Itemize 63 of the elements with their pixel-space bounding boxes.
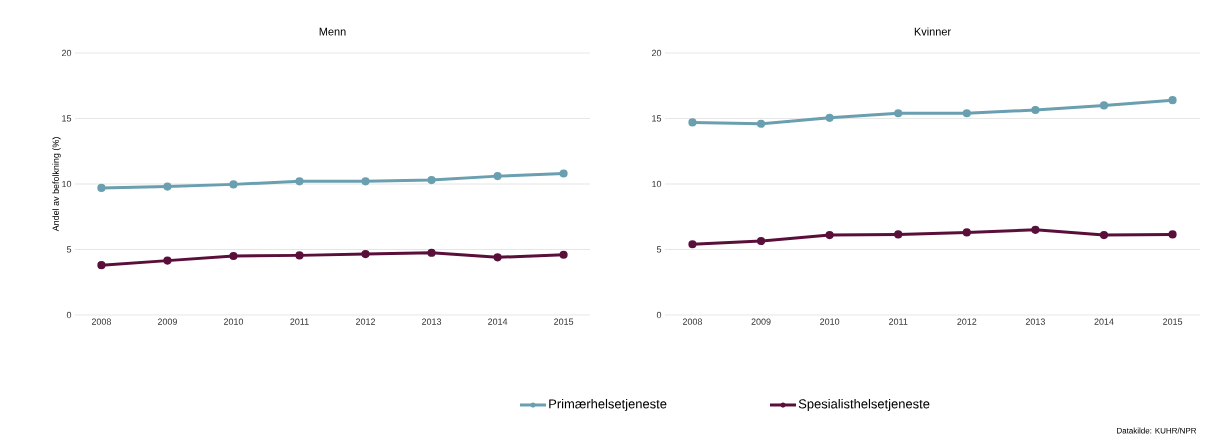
x-tick-label: 2015 <box>1163 318 1183 325</box>
point <box>295 251 304 260</box>
x-tick-label: 2011 <box>290 318 309 325</box>
point <box>825 230 834 240</box>
point <box>427 248 436 257</box>
legend-label: Spesialisthelsetjeneste <box>798 398 930 412</box>
y-tick-label: 15 <box>62 115 72 122</box>
point <box>688 118 697 127</box>
point <box>1168 230 1177 239</box>
point <box>163 256 172 265</box>
x-tick-label: 2010 <box>223 318 244 325</box>
x-tick-label: 2010 <box>820 318 840 325</box>
point <box>97 261 106 270</box>
y-tick-label: 10 <box>652 180 662 188</box>
x-tick-label: 2014 <box>1094 318 1114 325</box>
point <box>427 175 436 185</box>
x-tick-label: 2008 <box>91 318 111 325</box>
point <box>894 230 903 239</box>
point <box>559 169 568 178</box>
x-tick-label: 2013 <box>422 318 442 325</box>
y-tick-label: 15 <box>652 115 662 122</box>
point <box>229 251 238 261</box>
point <box>688 240 697 249</box>
point <box>163 182 172 191</box>
point <box>559 250 568 259</box>
point <box>825 113 834 122</box>
y-tick-label: 5 <box>656 246 662 253</box>
y-axis-title: Andel av befolkning (%) <box>52 137 61 232</box>
point <box>756 236 766 246</box>
point <box>1031 105 1040 115</box>
x-tick-label: 2008 <box>682 318 703 325</box>
point <box>229 180 238 189</box>
x-tick-label: 2015 <box>554 318 574 325</box>
y-tick-label: 0 <box>656 311 662 319</box>
point <box>1168 96 1177 105</box>
point <box>962 109 971 118</box>
point <box>1031 225 1040 234</box>
point <box>295 177 304 186</box>
y-tick-label: 10 <box>62 180 72 188</box>
chart-title: Kvinner <box>914 27 951 36</box>
y-tick-label: 20 <box>61 49 72 57</box>
x-tick-label: 2013 <box>1025 318 1045 325</box>
point <box>361 177 370 186</box>
x-tick-label: 2009 <box>751 318 771 325</box>
x-tick-label: 2011 <box>889 318 908 325</box>
point <box>756 119 766 128</box>
y-tick-label: 20 <box>651 49 662 57</box>
chart-title: Menn <box>319 27 346 36</box>
point <box>962 228 971 237</box>
point <box>493 172 502 181</box>
point <box>894 109 903 118</box>
point <box>1099 101 1109 110</box>
point <box>493 253 502 262</box>
point <box>97 183 106 193</box>
point <box>1099 230 1109 240</box>
x-tick-label: 2012 <box>356 318 376 325</box>
y-tick-label: 0 <box>66 311 72 319</box>
point <box>361 249 370 259</box>
x-tick-label: 2009 <box>157 318 177 325</box>
x-tick-label: 2012 <box>957 318 977 325</box>
legend-label: Primærhelsetjeneste <box>549 398 667 412</box>
x-tick-label: 2014 <box>488 318 508 325</box>
y-tick-label: 5 <box>66 246 72 253</box>
